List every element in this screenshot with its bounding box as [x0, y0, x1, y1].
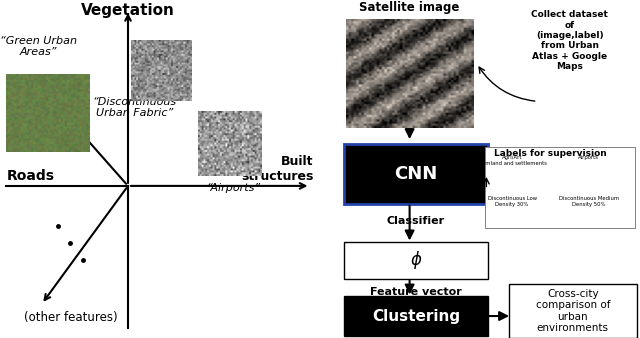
Text: “Green Urban
Areas”: “Green Urban Areas”	[0, 36, 77, 57]
Text: Discontinuous Low
Density 30%: Discontinuous Low Density 30%	[488, 196, 536, 207]
Text: Collect dataset
of
(image,label)
from Urban
Atlas + Google
Maps: Collect dataset of (image,label) from Ur…	[531, 10, 608, 71]
Text: Clustering: Clustering	[372, 309, 460, 323]
Text: Satellite image: Satellite image	[360, 1, 460, 14]
Text: CNN: CNN	[394, 165, 438, 183]
Text: Agri/Art
farmland and settlements: Agri/Art farmland and settlements	[477, 155, 547, 166]
Text: Built
structures: Built structures	[241, 154, 314, 183]
Text: ϕ: ϕ	[410, 251, 422, 269]
Text: “Discontinuous
Urban Fabric”: “Discontinuous Urban Fabric”	[92, 97, 177, 118]
Text: Classifier: Classifier	[387, 216, 445, 226]
Text: Labels for supervision: Labels for supervision	[494, 149, 607, 158]
Text: Feature vector: Feature vector	[370, 287, 462, 297]
FancyBboxPatch shape	[485, 147, 636, 228]
Text: Roads: Roads	[6, 169, 54, 183]
Text: Discontinuous Medium
Density 50%: Discontinuous Medium Density 50%	[559, 196, 619, 207]
Text: (other features): (other features)	[24, 311, 117, 324]
Text: Airports: Airports	[579, 155, 599, 161]
Text: “Airports”: “Airports”	[207, 183, 260, 193]
FancyBboxPatch shape	[344, 296, 488, 336]
FancyBboxPatch shape	[344, 144, 488, 204]
Text: Cross-city
comparison of
urban
environments: Cross-city comparison of urban environme…	[536, 289, 610, 333]
FancyBboxPatch shape	[509, 284, 637, 338]
Text: Vegetation: Vegetation	[81, 3, 175, 18]
FancyBboxPatch shape	[344, 242, 488, 279]
